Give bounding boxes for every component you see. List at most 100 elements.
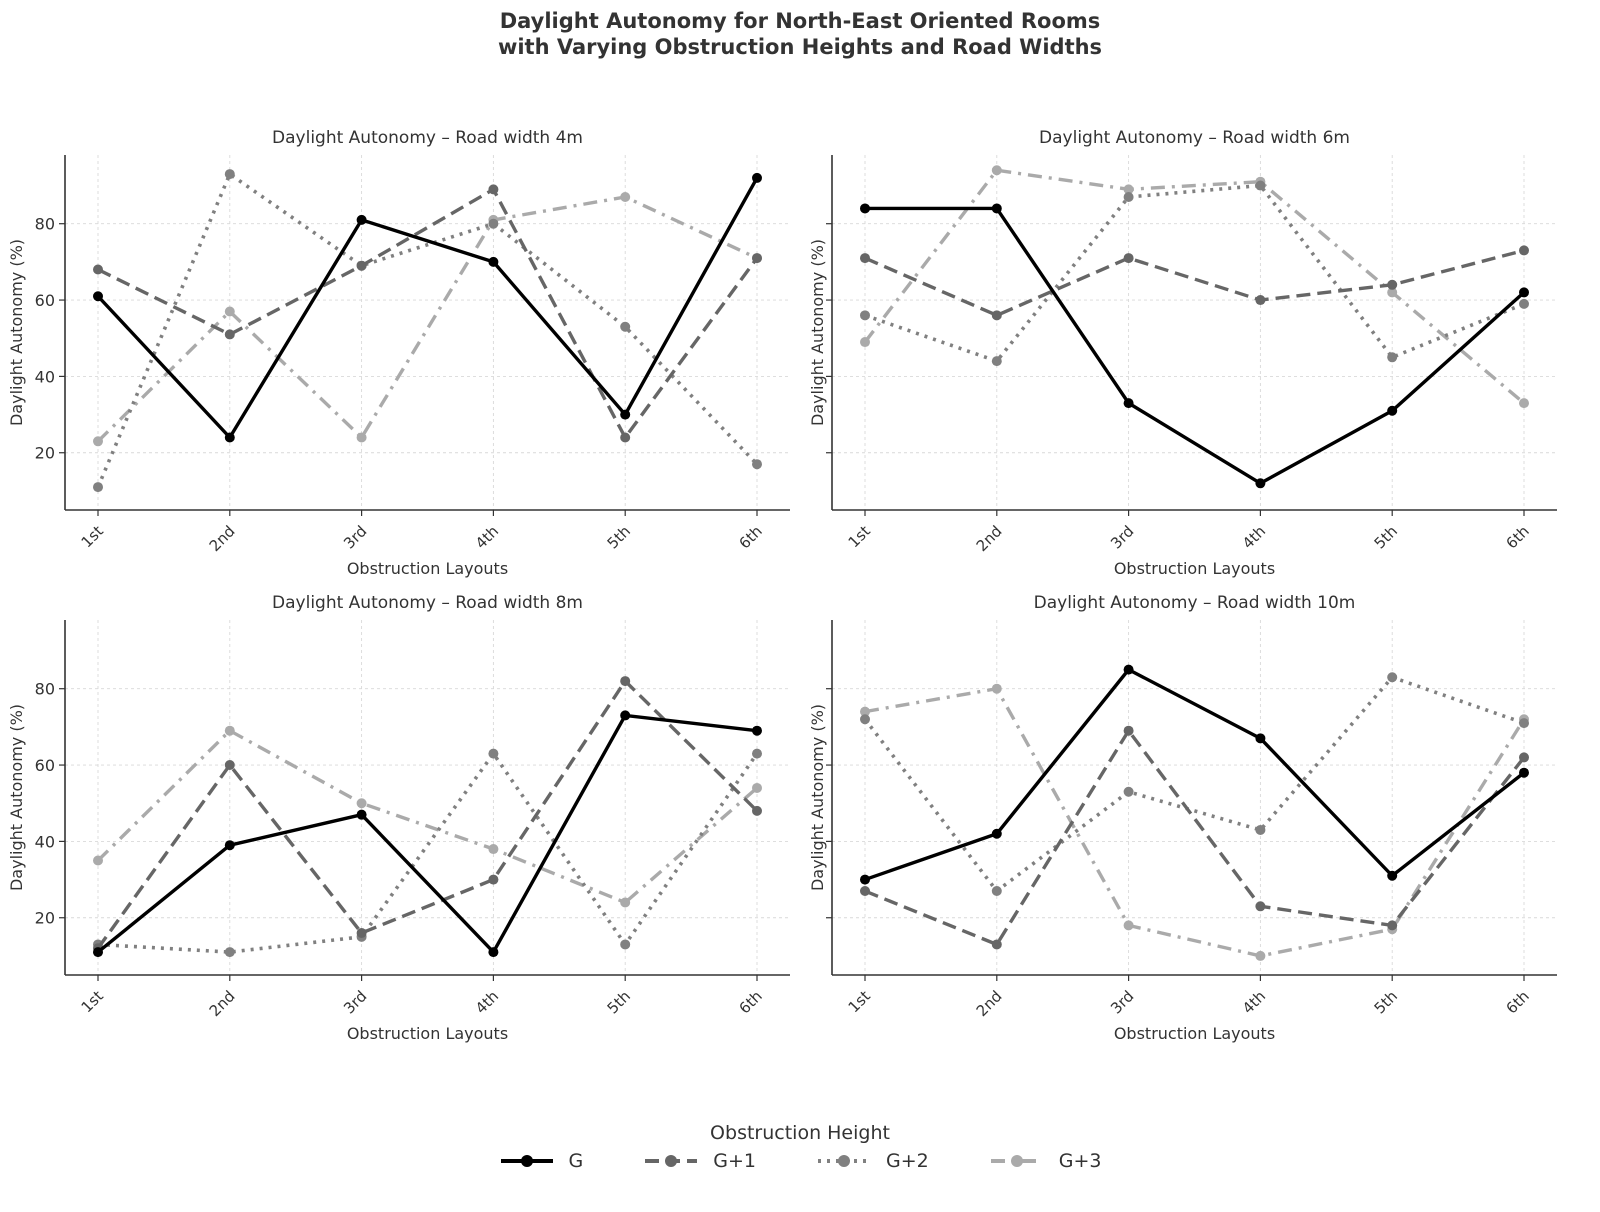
- series-Gplus2: [93, 748, 762, 958]
- legend-item-Gplus3: G+3: [989, 1150, 1101, 1172]
- data-point: [1519, 287, 1529, 298]
- x-tick-label: 4th: [1239, 522, 1269, 552]
- subplot-2: 1st 2nd 3rd 4th 5th 6th Daylight Autonomy – Ro…: [808, 128, 1557, 578]
- y-axis-label: Daylight Autonomy (%): [7, 239, 26, 426]
- data-point: [488, 748, 499, 759]
- x-tick-label: 2nd: [206, 987, 239, 1020]
- data-point: [1255, 824, 1266, 835]
- data-point: [1255, 950, 1266, 961]
- x-tick-label: 5th: [1371, 522, 1401, 552]
- data-point: [1123, 184, 1134, 195]
- legend: Obstruction Height G G+1 G+2 G+3: [0, 1122, 1600, 1172]
- data-point: [752, 172, 762, 183]
- subplot-3: 20 40 60 80 1st 2nd 3rd 4th 5th 6th Daylight Auton…: [7, 593, 790, 1043]
- data-point: [620, 191, 631, 202]
- data-point: [224, 760, 235, 771]
- data-point: [1123, 725, 1134, 736]
- legend-swatch: [818, 1155, 870, 1167]
- data-point: [860, 203, 870, 214]
- series-line: [864, 248, 1525, 318]
- series-line: [96, 172, 759, 488]
- legend-item-Gplus1: G+1: [643, 1150, 756, 1172]
- x-tick-label: 5th: [1371, 987, 1401, 1017]
- data-point: [224, 306, 235, 317]
- data-point: [93, 947, 103, 958]
- data-point: [991, 886, 1002, 897]
- data-point: [860, 874, 870, 885]
- y-axis-label: Daylight Autonomy (%): [808, 239, 827, 426]
- data-point: [224, 840, 235, 851]
- x-tick-label: 6th: [1502, 522, 1532, 552]
- data-point: [488, 256, 499, 267]
- series-G: [93, 710, 762, 958]
- x-tick-label: 1st: [78, 987, 107, 1016]
- series-Gplus3: [93, 191, 762, 447]
- data-point: [1123, 398, 1134, 409]
- x-tick-label: 2nd: [973, 987, 1006, 1020]
- data-point: [991, 828, 1002, 839]
- data-point: [620, 432, 631, 443]
- series-G: [860, 203, 1529, 489]
- data-point: [224, 947, 235, 958]
- legend-marker: [838, 1155, 850, 1167]
- y-axis-label: Daylight Autonomy (%): [7, 704, 26, 891]
- y-tick-label: 60: [35, 291, 55, 310]
- data-point: [1387, 279, 1398, 290]
- data-point: [991, 310, 1002, 321]
- series-line: [97, 751, 759, 954]
- y-tick-label: 40: [35, 832, 55, 851]
- legend-swatch: [990, 1155, 1043, 1167]
- data-point: [620, 939, 631, 950]
- data-point: [1519, 398, 1529, 409]
- subplot-title: Daylight Autonomy – Road width 8m: [272, 593, 583, 613]
- data-point: [1123, 786, 1134, 797]
- legend-title: Obstruction Height: [710, 1122, 890, 1144]
- data-point: [93, 855, 103, 866]
- legend-swatch: [645, 1155, 698, 1167]
- y-tick-label: 80: [35, 680, 55, 699]
- data-point: [1519, 245, 1529, 256]
- data-point: [356, 214, 367, 225]
- data-point: [1519, 718, 1529, 729]
- x-axis-label: Obstruction Layouts: [347, 1024, 508, 1043]
- series-Gplus2: [93, 169, 762, 493]
- data-point: [860, 706, 870, 717]
- y-tick-label: 20: [35, 444, 55, 463]
- x-tick-label: 3rd: [340, 522, 370, 552]
- data-point: [1123, 253, 1134, 264]
- data-point: [488, 184, 499, 195]
- series-line: [864, 687, 1526, 958]
- subplot-title: Daylight Autonomy – Road width 10m: [1034, 593, 1356, 613]
- data-point: [991, 203, 1002, 214]
- y-tick-label: 80: [35, 215, 55, 234]
- legend-items: G G+1 G+2 G+3: [0, 1150, 1600, 1172]
- x-tick-label: 4th: [472, 522, 502, 552]
- data-point: [1387, 352, 1398, 363]
- data-point: [620, 321, 631, 332]
- data-point: [1123, 664, 1134, 675]
- series-Gplus1: [93, 184, 762, 443]
- data-point: [752, 725, 762, 736]
- series-Gplus3: [860, 165, 1529, 409]
- legend-label: G+1: [713, 1150, 756, 1172]
- legend-item-G: G: [499, 1150, 583, 1172]
- data-point: [488, 874, 499, 885]
- x-tick-label: 6th: [735, 522, 765, 552]
- x-tick-label: 4th: [472, 987, 502, 1017]
- x-tick-label: 5th: [604, 522, 634, 552]
- legend-marker: [665, 1155, 678, 1167]
- data-point: [224, 432, 235, 443]
- data-point: [224, 725, 235, 736]
- series-G: [93, 172, 762, 443]
- data-point: [860, 253, 870, 264]
- figure-title-line-2: with Varying Obstruction Heights and Roa…: [497, 35, 1103, 59]
- data-point: [356, 928, 367, 939]
- data-point: [620, 409, 631, 420]
- data-point: [991, 356, 1002, 367]
- x-tick-label: 3rd: [1107, 522, 1137, 552]
- data-point: [1255, 295, 1266, 306]
- x-tick-label: 1st: [845, 522, 874, 551]
- data-point: [1387, 920, 1398, 931]
- series-line: [97, 187, 759, 440]
- data-point: [860, 337, 870, 348]
